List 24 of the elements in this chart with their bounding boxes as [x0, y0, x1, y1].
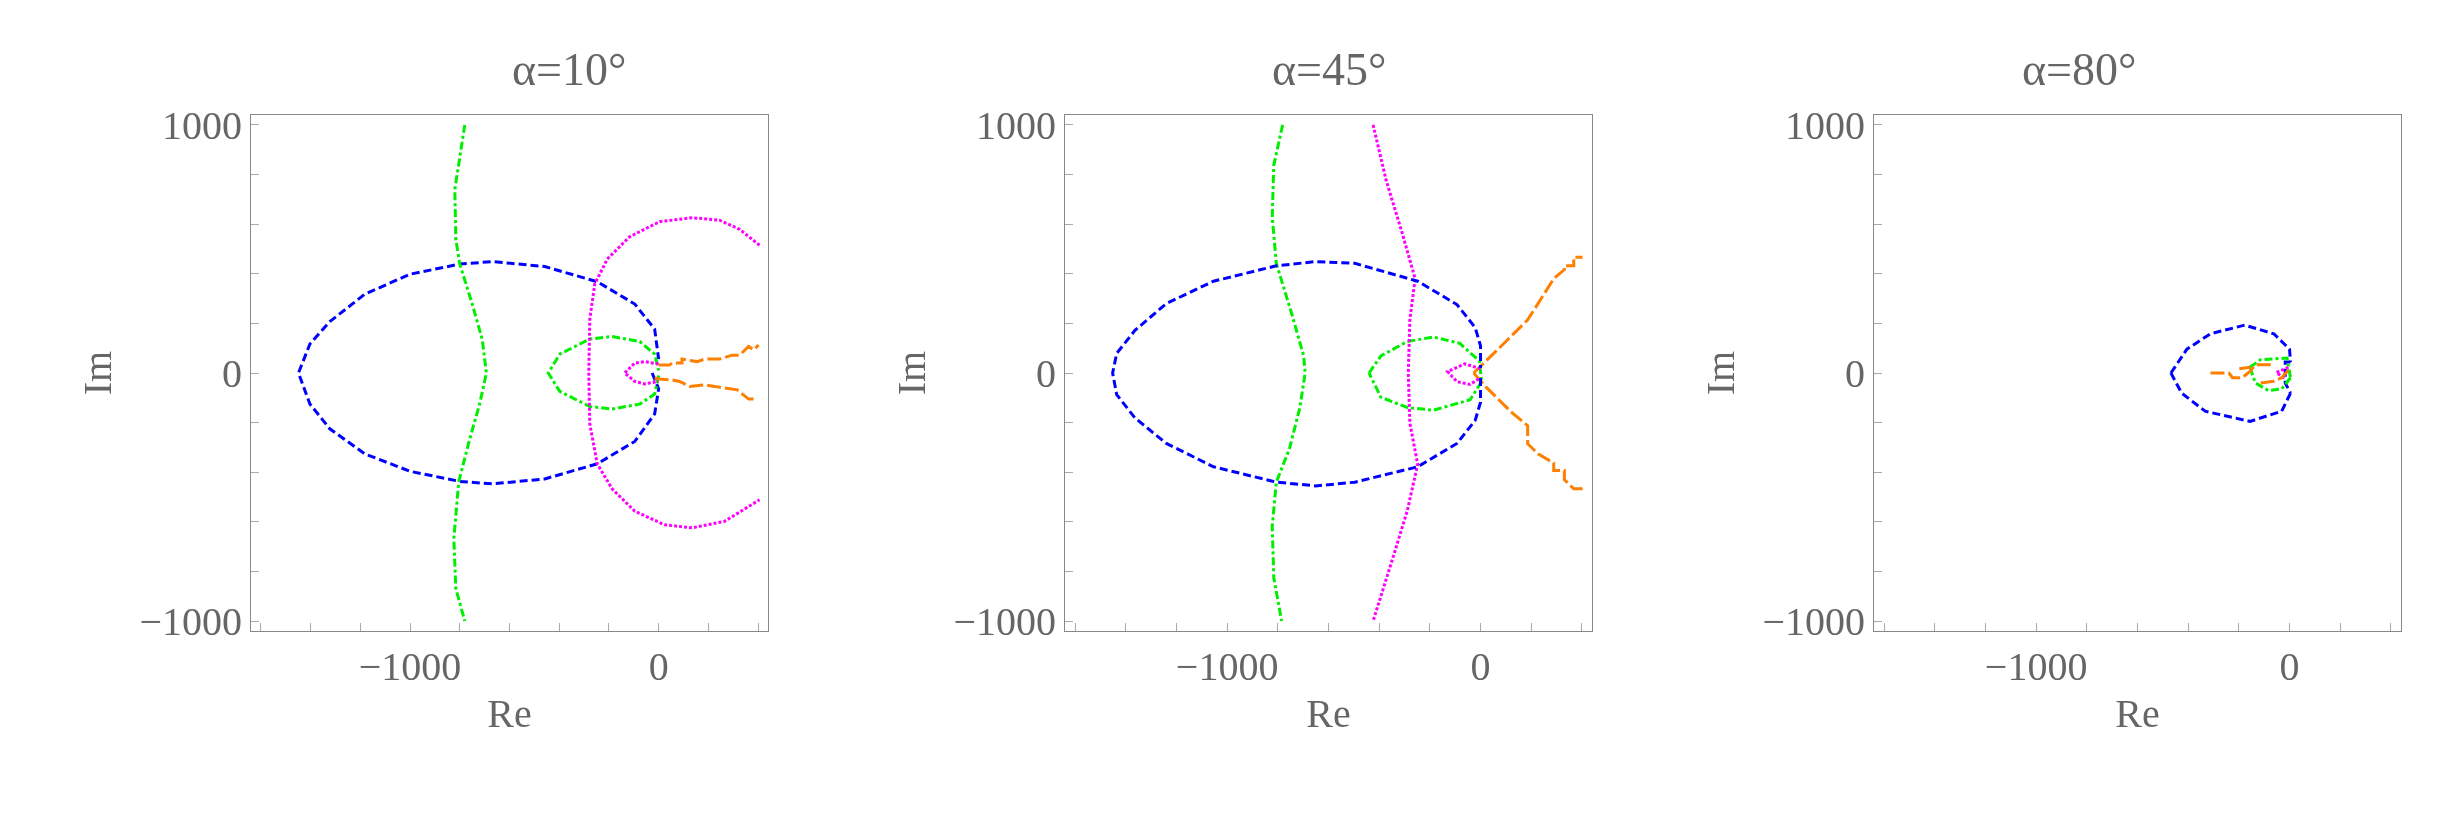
- x-tick-label: 0: [2279, 644, 2300, 689]
- x-axis-title: Re: [2115, 690, 2160, 736]
- x-tick-label: −1000: [1984, 644, 2088, 689]
- y-axis-title: Im: [74, 350, 120, 396]
- x-tick-label: 0: [1470, 644, 1491, 689]
- y-tick-label: 1000: [976, 102, 1056, 148]
- y-axis-title: Im: [888, 350, 934, 396]
- y-tick-label: −1000: [1762, 599, 1865, 645]
- y-tick-label: 0: [222, 351, 242, 396]
- y-tick-label: 0: [1845, 351, 1865, 396]
- x-tick-label: −1000: [1175, 644, 1279, 689]
- y-tick-label: −1000: [139, 599, 242, 645]
- chart-title: α=80°: [2022, 44, 2137, 95]
- y-tick-label: 0: [1036, 351, 1056, 396]
- x-tick-label: −1000: [358, 644, 462, 689]
- y-tick-label: 1000: [1785, 102, 1865, 148]
- y-tick-label: 1000: [162, 102, 242, 148]
- x-axis-title: Re: [487, 690, 532, 736]
- x-tick-label: 0: [648, 644, 669, 689]
- x-axis-title: Re: [1306, 690, 1351, 736]
- chart-title: α=10°: [512, 44, 627, 95]
- y-axis-title: Im: [1697, 350, 1743, 396]
- y-tick-label: −1000: [953, 599, 1056, 645]
- chart-title: α=45°: [1272, 44, 1387, 95]
